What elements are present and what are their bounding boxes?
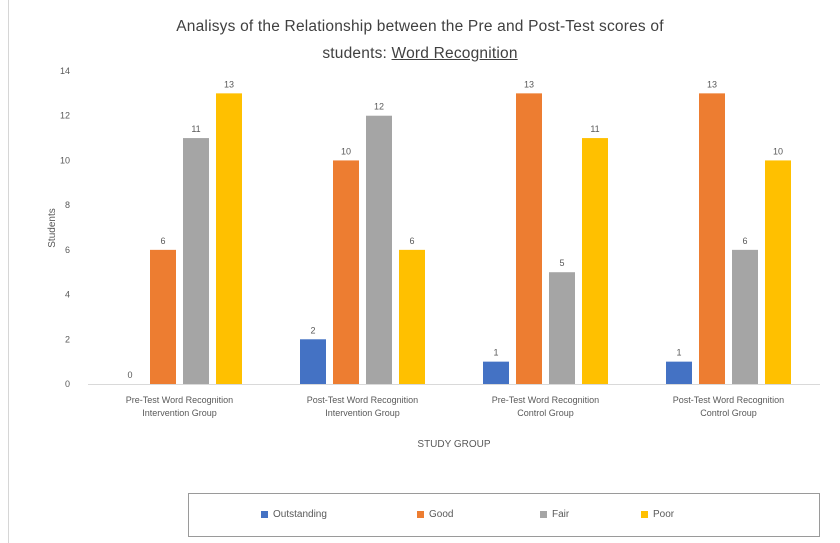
y-tick-label: 12 (60, 111, 70, 121)
legend-label-fair: Fair (552, 509, 569, 520)
data-label-outstanding: 0 (127, 370, 132, 380)
y-tick-label: 2 (65, 334, 70, 344)
y-tick-label: 8 (65, 200, 70, 210)
data-label-fair: 12 (374, 102, 384, 112)
x-category-label: Intervention Group (325, 408, 400, 418)
legend-item-poor: Poor (641, 509, 674, 520)
data-label-good: 10 (341, 146, 351, 156)
bar-poor (216, 93, 242, 384)
legend-label-outstanding: Outstanding (273, 509, 327, 520)
data-label-fair: 11 (191, 124, 200, 134)
data-label-poor: 13 (224, 79, 234, 89)
legend-label-good: Good (429, 509, 453, 520)
bar-poor (582, 138, 608, 384)
x-category-label: Pre-Test Word Recognition (126, 395, 233, 405)
legend-label-poor: Poor (653, 509, 674, 520)
y-tick-label: 0 (65, 379, 70, 389)
bar-good (333, 160, 359, 384)
data-label-outstanding: 1 (493, 348, 498, 358)
legend-swatch-poor (641, 511, 648, 518)
x-category-label: Intervention Group (142, 408, 217, 418)
y-axis-label: Students (47, 208, 58, 247)
legend-item-outstanding: Outstanding (261, 509, 327, 520)
x-category-label: Control Group (700, 408, 757, 418)
legend-swatch-fair (540, 511, 547, 518)
bar-good (699, 93, 725, 384)
data-label-good: 13 (707, 79, 717, 89)
data-label-fair: 5 (559, 258, 564, 268)
bar-fair (366, 116, 392, 384)
y-tick-label: 6 (65, 245, 70, 255)
bar-fair (549, 272, 575, 384)
data-label-good: 13 (524, 79, 534, 89)
bar-fair (183, 138, 209, 384)
chart-legend: Outstanding Good Fair Poor (188, 493, 820, 537)
legend-item-fair: Fair (540, 509, 569, 520)
bar-poor (399, 250, 425, 384)
bar-good (150, 250, 176, 384)
data-label-good: 6 (160, 236, 165, 246)
y-tick-label: 14 (60, 66, 70, 76)
bar-outstanding (300, 339, 326, 384)
legend-item-good: Good (417, 509, 453, 520)
bar-outstanding (483, 362, 509, 384)
bar-outstanding (666, 362, 692, 384)
legend-swatch-outstanding (261, 511, 268, 518)
legend-swatch-good (417, 511, 424, 518)
x-category-label: Control Group (517, 408, 574, 418)
data-label-outstanding: 1 (676, 348, 681, 358)
x-category-label: Post-Test Word Recognition (673, 395, 784, 405)
data-label-poor: 6 (409, 236, 414, 246)
x-category-label: Post-Test Word Recognition (307, 395, 418, 405)
y-tick-label: 4 (65, 290, 70, 300)
data-label-fair: 6 (742, 236, 747, 246)
data-label-outstanding: 2 (310, 325, 315, 335)
bar-fair (732, 250, 758, 384)
data-label-poor: 11 (590, 124, 599, 134)
y-tick-label: 10 (60, 155, 70, 165)
bar-good (516, 93, 542, 384)
data-label-poor: 10 (773, 146, 783, 156)
bar-poor (765, 160, 791, 384)
x-category-label: Pre-Test Word Recognition (492, 395, 599, 405)
x-axis-label: STUDY GROUP (417, 439, 490, 450)
